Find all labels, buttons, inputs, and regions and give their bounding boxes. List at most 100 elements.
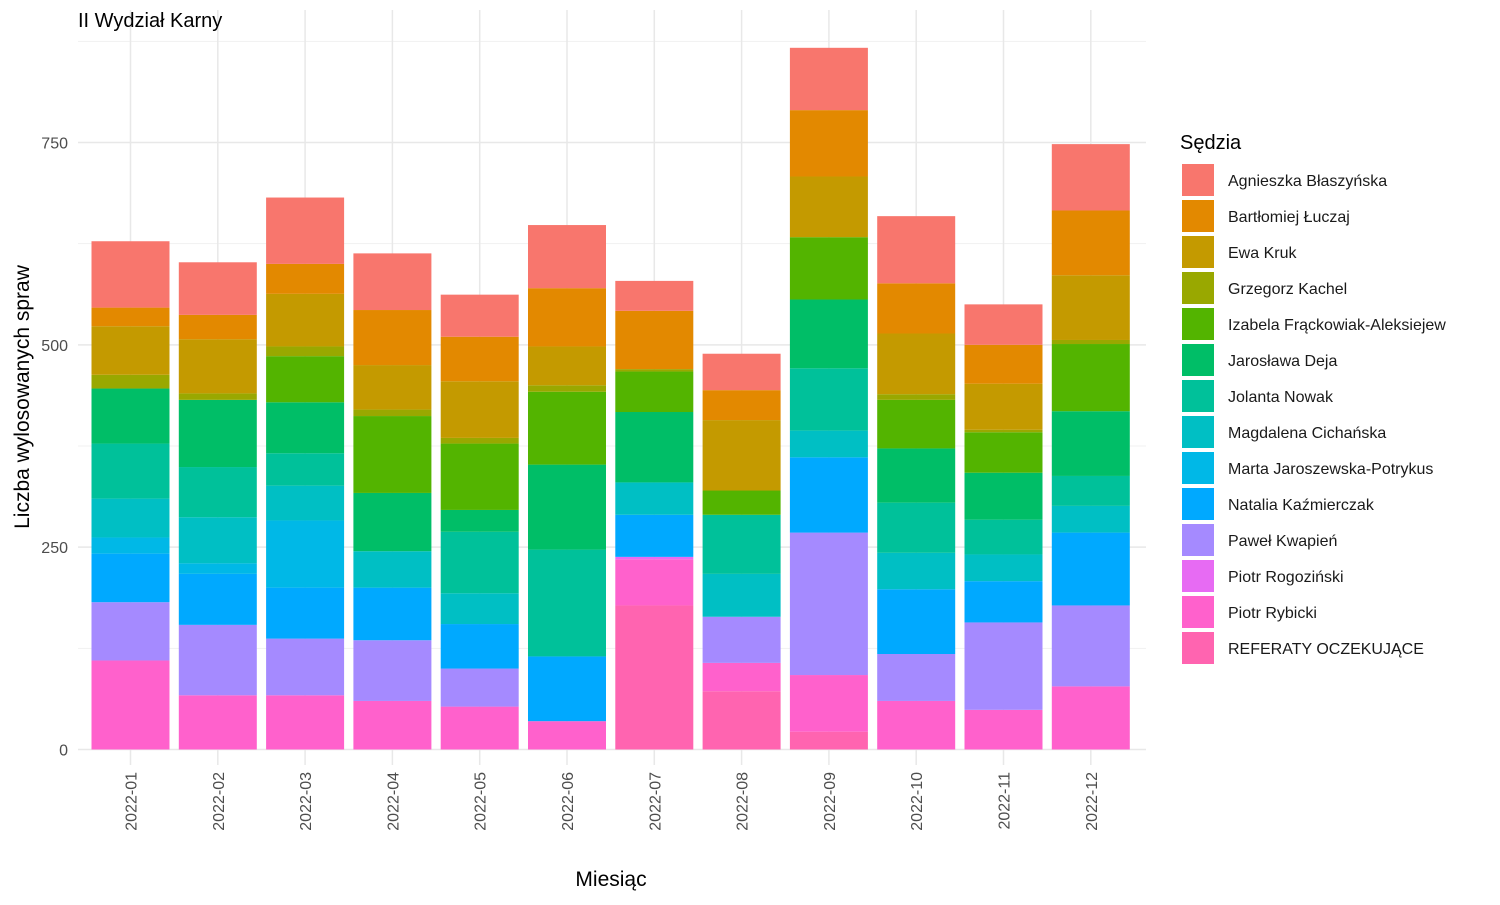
bar-segment bbox=[440, 509, 519, 532]
legend-swatch bbox=[1182, 164, 1214, 196]
bar-segment bbox=[877, 653, 956, 701]
bar-segment bbox=[440, 706, 519, 750]
bar-segment bbox=[353, 365, 432, 410]
legend-swatch bbox=[1182, 236, 1214, 268]
legend-label: REFERATY OCZEKUJĄCE bbox=[1228, 641, 1424, 658]
bar-segment bbox=[353, 640, 432, 701]
legend-label: Paweł Kwapień bbox=[1228, 533, 1337, 550]
bar-segment bbox=[353, 587, 432, 641]
bar-segment bbox=[964, 554, 1043, 582]
bar-segment bbox=[440, 294, 519, 337]
legend-swatch bbox=[1182, 632, 1214, 664]
bar-segment bbox=[353, 551, 432, 588]
bar-segment bbox=[528, 656, 606, 722]
bar-segment bbox=[91, 553, 170, 603]
bar-segment bbox=[789, 110, 868, 177]
bar-segment bbox=[789, 176, 868, 238]
legend-swatch bbox=[1182, 200, 1214, 232]
bar-segment bbox=[702, 490, 781, 515]
bar-segment bbox=[440, 336, 519, 382]
legend-title: Sędzia bbox=[1180, 132, 1242, 154]
bar-segment bbox=[266, 453, 345, 486]
bar-segment bbox=[91, 443, 170, 499]
bar-segment bbox=[1051, 210, 1130, 276]
bar-segment bbox=[353, 310, 432, 366]
legend-label: Izabela Frąckowiak-Aleksiejew bbox=[1228, 317, 1446, 334]
bar-segment bbox=[91, 498, 170, 538]
legend-label: Natalia Kaźmierczak bbox=[1228, 497, 1375, 514]
bar-segment bbox=[528, 464, 606, 550]
bar-segment bbox=[178, 467, 257, 518]
bar-segment bbox=[615, 482, 694, 515]
bar-segment bbox=[178, 393, 257, 400]
y-tick-label: 250 bbox=[41, 540, 68, 557]
bar-segment bbox=[789, 430, 868, 458]
bar-segment bbox=[528, 385, 606, 392]
x-tick-label: 2022-04 bbox=[385, 772, 402, 831]
bar-segment bbox=[1051, 344, 1130, 412]
bar-segment bbox=[440, 624, 519, 669]
bar-segment bbox=[964, 383, 1043, 430]
bar-segment bbox=[615, 310, 694, 370]
bar-segment bbox=[1051, 411, 1130, 476]
bar-segment bbox=[877, 216, 956, 284]
legend-label: Magdalena Cichańska bbox=[1228, 425, 1386, 442]
legend-swatch bbox=[1182, 416, 1214, 448]
bar-segment bbox=[353, 492, 432, 552]
bar-segment bbox=[178, 339, 257, 394]
legend-label: Piotr Rogoziński bbox=[1228, 569, 1344, 586]
chart-title: II Wydział Karny bbox=[78, 10, 222, 32]
bar-segment bbox=[789, 368, 868, 431]
bar-segment bbox=[877, 333, 956, 395]
legend-label: Ewa Kruk bbox=[1228, 245, 1297, 262]
bar-segment bbox=[353, 700, 432, 750]
bar-segment bbox=[1051, 505, 1130, 533]
bar-segment bbox=[528, 721, 606, 750]
bar-segment bbox=[964, 709, 1043, 750]
y-axis-label: Liczba wylosowanych spraw bbox=[11, 264, 34, 529]
bar-segment bbox=[178, 314, 257, 340]
x-tick-label: 2022-05 bbox=[473, 772, 490, 831]
bar-segment bbox=[1051, 144, 1130, 211]
bar-segment bbox=[178, 399, 257, 468]
bar-segment bbox=[266, 346, 345, 357]
legend-label: Jolanta Nowak bbox=[1228, 389, 1334, 406]
bar-segment bbox=[789, 675, 868, 732]
bar-segment bbox=[91, 241, 170, 308]
bar-segment bbox=[91, 602, 170, 661]
bar-segment bbox=[266, 263, 345, 294]
bar-segment bbox=[178, 262, 257, 315]
bar-segment bbox=[702, 353, 781, 391]
bar-segment bbox=[1051, 605, 1130, 687]
bar-segment bbox=[615, 369, 694, 372]
bar-segment bbox=[353, 253, 432, 311]
bar-segment bbox=[877, 502, 956, 553]
legend-swatch bbox=[1182, 596, 1214, 628]
legend-swatch bbox=[1182, 272, 1214, 304]
bar-segment bbox=[91, 374, 170, 389]
bar-segment bbox=[528, 288, 606, 347]
bar-segment bbox=[91, 388, 170, 444]
bar-segment bbox=[877, 283, 956, 334]
bar-segment bbox=[702, 691, 781, 750]
bar-segment bbox=[178, 624, 257, 696]
bar-segment bbox=[964, 304, 1043, 345]
legend-swatch bbox=[1182, 560, 1214, 592]
bar-segment bbox=[266, 293, 345, 347]
bar-segment bbox=[266, 402, 345, 454]
bar-segment bbox=[528, 225, 606, 289]
bar-segment bbox=[964, 429, 1043, 433]
x-tick-label: 2022-11 bbox=[997, 772, 1014, 830]
legend-label: Jarosława Deja bbox=[1228, 353, 1337, 370]
bar-segment bbox=[178, 695, 257, 750]
bar-segment bbox=[440, 437, 519, 444]
bar-segment bbox=[91, 660, 170, 750]
bar-segment bbox=[877, 399, 956, 449]
bar-segment bbox=[789, 47, 868, 111]
legend: Sędzia Agnieszka Błaszyńska Bartłomiej Łu… bbox=[1180, 132, 1446, 664]
bar-segment bbox=[702, 420, 781, 491]
bar-segment bbox=[266, 587, 345, 639]
y-tick-label: 500 bbox=[41, 338, 68, 355]
legend-swatch bbox=[1182, 524, 1214, 556]
bar-segment bbox=[702, 390, 781, 421]
